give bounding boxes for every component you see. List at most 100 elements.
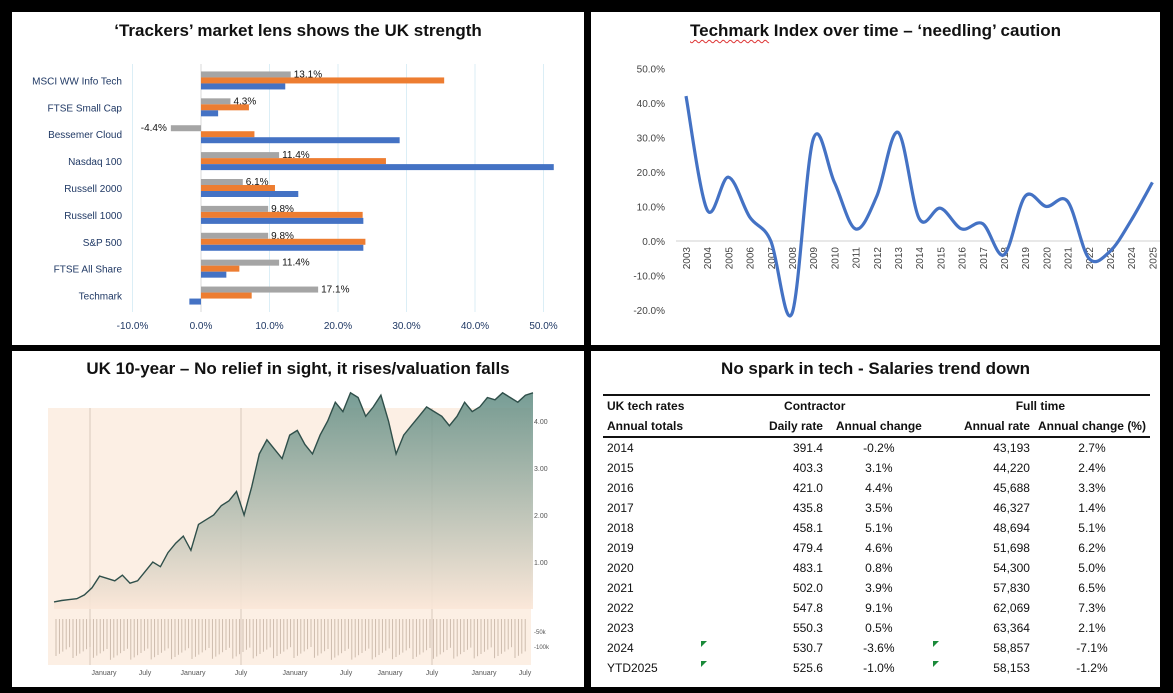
x-tick-label: 2025 bbox=[1148, 247, 1159, 270]
data-label: 6.1% bbox=[246, 177, 269, 188]
table-cell: 2.7% bbox=[1034, 437, 1150, 458]
table-cell: 391.4 bbox=[699, 437, 827, 458]
category-label: Bessemer Cloud bbox=[48, 130, 122, 141]
x-tick-label: 2017 bbox=[979, 247, 990, 270]
table-row: 2020 483.1 0.8% 54,300 5.0% bbox=[603, 558, 1150, 578]
y-tick-label: 50.0% bbox=[637, 65, 665, 76]
table-cell: 2018 bbox=[603, 518, 699, 538]
cell-text: 2.1% bbox=[1078, 621, 1106, 635]
techmark-title-word: Techmark bbox=[690, 21, 770, 40]
bar-blue bbox=[201, 244, 364, 251]
table-cell: 6.2% bbox=[1034, 538, 1150, 558]
cell-text: 63,364 bbox=[993, 621, 1030, 635]
table-row: 2022 547.8 9.1% 62,069 7.3% bbox=[603, 598, 1150, 618]
header-cell: Daily rate bbox=[698, 416, 827, 438]
bar-grey bbox=[201, 259, 280, 266]
x-tick-label: 2014 bbox=[915, 247, 926, 270]
techmark-title: Techmark Index over time – ‘needling’ ca… bbox=[591, 21, 1160, 41]
table-cell: 479.4 bbox=[699, 538, 827, 558]
table-cell: 2015 bbox=[603, 458, 699, 478]
table-row: 2017 435.8 3.5% 46,327 1.4% bbox=[603, 498, 1150, 518]
table-cell: 2017 bbox=[603, 498, 699, 518]
bar-blue bbox=[201, 83, 286, 90]
cell-text: -1.0% bbox=[863, 661, 895, 675]
cell-text: 2021 bbox=[607, 581, 634, 595]
error-indicator-icon bbox=[700, 641, 707, 647]
x-tick-label: January bbox=[92, 670, 117, 677]
bar-blue bbox=[189, 298, 201, 305]
data-label: 9.8% bbox=[271, 204, 294, 215]
y-tick-label: 0.0% bbox=[642, 237, 665, 248]
table-cell: 43,193 bbox=[931, 437, 1034, 458]
cell-text: 2.7% bbox=[1078, 441, 1106, 455]
table-cell: 483.1 bbox=[699, 558, 827, 578]
x-tick-label: 2012 bbox=[873, 247, 884, 270]
table-cell: 54,300 bbox=[931, 558, 1034, 578]
y-tick-label: 40.0% bbox=[637, 99, 665, 110]
bar-blue bbox=[201, 271, 227, 278]
bar-blue bbox=[201, 110, 219, 117]
table-cell: 2024 bbox=[603, 638, 699, 658]
cell-text: 57,830 bbox=[993, 581, 1030, 595]
cell-text: 2020 bbox=[607, 561, 634, 575]
cell-text: 479.4 bbox=[792, 541, 823, 555]
cell-text: 0.8% bbox=[865, 561, 893, 575]
cell-text: 7.3% bbox=[1078, 601, 1106, 615]
cell-text: 2019 bbox=[607, 541, 634, 555]
salaries-table: UK tech rates Contractor Full time Annua… bbox=[603, 394, 1150, 678]
cell-text: 2017 bbox=[607, 501, 634, 515]
table-row: 2016 421.0 4.4% 45,688 3.3% bbox=[603, 478, 1150, 498]
data-label: 17.1% bbox=[321, 285, 349, 296]
cell-text: 51,698 bbox=[993, 541, 1030, 555]
category-label: S&P 500 bbox=[83, 238, 123, 249]
gilt-title: UK 10-year – No relief in sight, it rise… bbox=[86, 359, 510, 378]
x-tick-label: 2016 bbox=[958, 247, 969, 270]
data-label: 11.4% bbox=[282, 258, 310, 269]
x-tick-label: July bbox=[340, 670, 353, 677]
table-cell: -1.0% bbox=[827, 658, 931, 678]
trackers-bar-chart: -10.0% 0.0% 10.0% 20.0% 30.0% 40.0% 50.0% MSCI … bbox=[32, 64, 558, 332]
bar-grey bbox=[201, 179, 243, 185]
table-cell: 2014 bbox=[603, 437, 699, 458]
x-tick-label: -10.0% bbox=[117, 321, 149, 332]
cell-text: 6.5% bbox=[1078, 581, 1106, 595]
table-cell: -0.2% bbox=[827, 437, 931, 458]
table-cell: 7.3% bbox=[1034, 598, 1150, 618]
gilt-panel: UK 10-year – No relief in sight, it rise… bbox=[12, 351, 584, 687]
x-tick-label: 50.0% bbox=[529, 321, 557, 332]
volume-tick-label: -50k bbox=[534, 630, 547, 636]
cell-text: 458.1 bbox=[792, 521, 823, 535]
cell-text: 530.7 bbox=[792, 641, 823, 655]
error-indicator-icon bbox=[932, 641, 939, 647]
category-label: FTSE Small Cap bbox=[48, 103, 123, 114]
cell-text: -3.6% bbox=[863, 641, 895, 655]
table-cell: 502.0 bbox=[699, 578, 827, 598]
cell-text: 550.3 bbox=[792, 621, 823, 635]
table-cell: 3.5% bbox=[827, 498, 931, 518]
x-tick-label: January bbox=[472, 670, 497, 677]
x-tick-label: 2011 bbox=[852, 247, 863, 269]
y-tick-label: 1.00 bbox=[534, 560, 548, 567]
header-cell: Annual totals bbox=[603, 416, 699, 438]
cell-text: 421.0 bbox=[792, 481, 823, 495]
cell-text: 43,193 bbox=[993, 441, 1030, 455]
bar-blue bbox=[201, 217, 364, 224]
cell-text: 3.9% bbox=[865, 581, 893, 595]
cell-text: 0.5% bbox=[865, 621, 893, 635]
bar-grey bbox=[201, 286, 319, 293]
techmark-line-chart: -20.0% -10.0% 0.0% 10.0% 20.0% 30.0% 40.0% 50.0… bbox=[633, 65, 1160, 318]
x-tick-label: 2006 bbox=[746, 247, 757, 270]
table-cell: 2.1% bbox=[1034, 618, 1150, 638]
bar-orange bbox=[201, 158, 386, 165]
y-tick-label: 30.0% bbox=[637, 134, 665, 145]
header-cell: Full time bbox=[930, 394, 1150, 416]
cell-text: 6.2% bbox=[1078, 541, 1106, 555]
category-label: FTSE All Share bbox=[54, 265, 123, 276]
x-tick-label: January bbox=[181, 670, 206, 677]
category-label: MSCI WW Info Tech bbox=[32, 76, 122, 87]
cell-text: 1.4% bbox=[1078, 501, 1106, 515]
table-cell: 51,698 bbox=[931, 538, 1034, 558]
bar-blue bbox=[201, 164, 554, 171]
table-row: 2021 502.0 3.9% 57,830 6.5% bbox=[603, 578, 1150, 598]
cell-text: YTD2025 bbox=[607, 661, 658, 675]
